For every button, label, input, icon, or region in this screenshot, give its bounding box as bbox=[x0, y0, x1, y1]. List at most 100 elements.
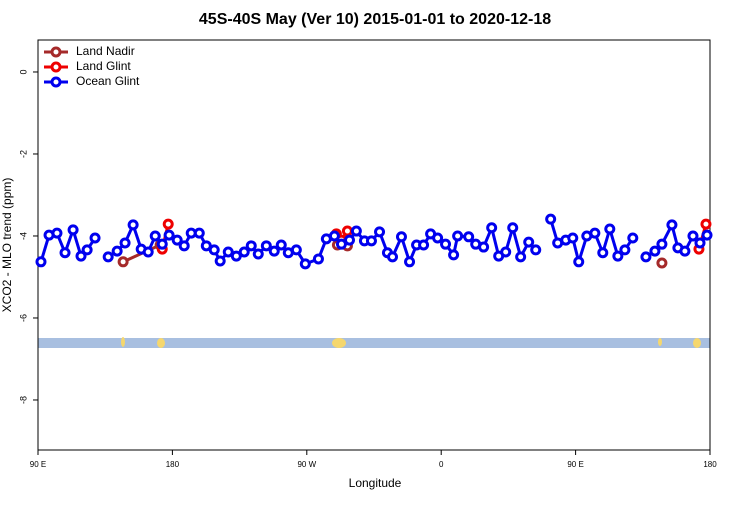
point bbox=[374, 226, 386, 238]
point bbox=[350, 225, 362, 237]
land-patch bbox=[658, 338, 662, 346]
point bbox=[656, 257, 668, 269]
point bbox=[214, 255, 226, 267]
land-patch bbox=[693, 338, 701, 348]
point bbox=[230, 250, 242, 262]
plot-frame bbox=[37, 39, 711, 451]
point bbox=[127, 219, 139, 231]
point bbox=[200, 240, 212, 252]
point bbox=[640, 251, 652, 263]
point bbox=[589, 227, 601, 239]
legend-label: Land Nadir bbox=[76, 44, 135, 58]
point bbox=[448, 249, 460, 261]
point bbox=[701, 229, 713, 241]
point bbox=[67, 224, 79, 236]
point bbox=[328, 230, 340, 242]
legend-label: Land Glint bbox=[76, 59, 131, 73]
point bbox=[222, 246, 234, 258]
point bbox=[81, 244, 93, 256]
legend-marker bbox=[50, 46, 62, 58]
point bbox=[404, 256, 416, 268]
point bbox=[666, 219, 678, 231]
point bbox=[119, 237, 131, 249]
point bbox=[193, 227, 205, 239]
land-patch bbox=[157, 338, 165, 348]
point bbox=[59, 247, 71, 259]
point bbox=[117, 256, 129, 268]
point bbox=[149, 230, 161, 242]
point bbox=[700, 218, 712, 230]
point bbox=[344, 234, 356, 246]
x-tick-label: 90 E bbox=[567, 460, 583, 469]
y-tick-label: 0 bbox=[18, 69, 28, 74]
y-tick-label: -4 bbox=[18, 232, 28, 240]
point bbox=[500, 246, 512, 258]
point bbox=[627, 232, 639, 244]
point bbox=[245, 240, 257, 252]
point bbox=[687, 230, 699, 242]
point bbox=[51, 227, 63, 239]
point bbox=[656, 238, 668, 250]
point bbox=[507, 222, 519, 234]
point bbox=[260, 240, 272, 252]
legend-marker bbox=[50, 76, 62, 88]
point bbox=[679, 245, 691, 257]
point bbox=[478, 241, 490, 253]
point bbox=[156, 238, 168, 250]
land-patch bbox=[121, 337, 125, 347]
point bbox=[545, 213, 557, 225]
point bbox=[567, 232, 579, 244]
point bbox=[365, 235, 377, 247]
point bbox=[463, 231, 475, 243]
point bbox=[387, 251, 399, 263]
x-tick-label: 90 E bbox=[30, 460, 46, 469]
point bbox=[573, 256, 585, 268]
point bbox=[252, 248, 264, 260]
x-tick-label: 180 bbox=[703, 460, 717, 469]
y-tick-label: -6 bbox=[18, 314, 28, 322]
y-tick-label: -8 bbox=[18, 396, 28, 404]
x-tick-label: 180 bbox=[166, 460, 180, 469]
point bbox=[75, 250, 87, 262]
point bbox=[432, 232, 444, 244]
point bbox=[597, 247, 609, 259]
point bbox=[238, 246, 250, 258]
point bbox=[604, 223, 616, 235]
point bbox=[619, 244, 631, 256]
point bbox=[335, 238, 347, 250]
point bbox=[523, 236, 535, 248]
map-strip bbox=[38, 337, 710, 348]
point bbox=[341, 225, 353, 237]
legend-label: Ocean Glint bbox=[76, 74, 140, 88]
point bbox=[111, 245, 123, 257]
x-tick-label: 90 W bbox=[297, 460, 316, 469]
point bbox=[515, 251, 527, 263]
point bbox=[312, 253, 324, 265]
point bbox=[268, 245, 280, 257]
point bbox=[162, 218, 174, 230]
point bbox=[530, 244, 542, 256]
point bbox=[299, 258, 311, 270]
point bbox=[89, 232, 101, 244]
y-axis-title: XCO2 - MLO trend (ppm) bbox=[0, 178, 14, 313]
point bbox=[486, 222, 498, 234]
point bbox=[171, 234, 183, 246]
x-tick-label: 0 bbox=[439, 460, 444, 469]
ocean-strip bbox=[38, 338, 710, 348]
point bbox=[275, 239, 287, 251]
point bbox=[612, 250, 624, 262]
point bbox=[102, 251, 114, 263]
point bbox=[35, 256, 47, 268]
chart-title: 45S-40S May (Ver 10) 2015-01-01 to 2020-… bbox=[199, 11, 551, 28]
point bbox=[208, 244, 220, 256]
point bbox=[163, 229, 175, 241]
point bbox=[418, 239, 430, 251]
point bbox=[395, 231, 407, 243]
x-axis-title: Longitude bbox=[349, 476, 402, 490]
point bbox=[142, 246, 154, 258]
y-tick-label: -2 bbox=[18, 150, 28, 158]
land-patch bbox=[332, 338, 346, 348]
legend-marker bbox=[50, 61, 62, 73]
